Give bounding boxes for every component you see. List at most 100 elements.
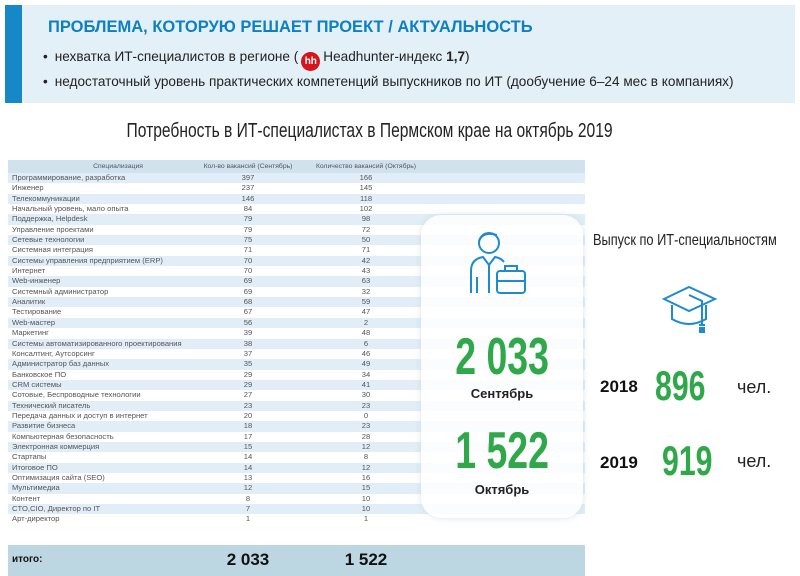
headhunter-index: 1,7: [446, 49, 466, 64]
table-row: Web-инженер 69 63: [8, 276, 585, 287]
cell-october: 15: [361, 483, 371, 493]
cell-october: 28: [361, 431, 371, 441]
table-row: Контент 8 10: [8, 493, 585, 504]
cell-september: 35: [243, 359, 253, 369]
cell-october: 8: [363, 452, 369, 462]
bullet-text: нехватка ИТ-специалистов в регионе (: [54, 49, 299, 64]
bullet-competence: • недостаточный уровень практических комп…: [43, 74, 734, 89]
cell-specialization: Начальный уровень, мало опыта: [12, 204, 129, 214]
section-title: Потребность в ИТ-специалистах в Пермском…: [0, 120, 740, 143]
cell-specialization: Системный администратор: [12, 286, 109, 296]
table-row: CTO,CIO, Директор по IT 7 10: [8, 504, 585, 515]
september-label: Сентябрь: [470, 386, 534, 401]
table-row: Компьютерная безопасность 17 28: [8, 431, 585, 442]
cell-september: 75: [243, 235, 253, 245]
cell-september: 15: [243, 441, 253, 451]
cell-specialization: Контент: [12, 493, 41, 503]
table-row: Системная интеграция 71 71: [8, 245, 585, 256]
cell-october: 166: [359, 173, 373, 182]
bullet-text: недостаточный уровень практических компе…: [54, 74, 734, 89]
table-row: Стартапы 14 8: [8, 452, 585, 463]
cell-september: 8: [245, 493, 251, 503]
cell-october: 47: [361, 307, 371, 317]
table-row: Телекоммуникации 146 118: [8, 193, 585, 205]
september-value: 2 033: [455, 328, 549, 386]
table-total-row: итого: 2 033 1 522: [8, 545, 585, 576]
cell-october: 1: [363, 514, 369, 524]
cell-specialization: Оптимизация сайта (SEO): [12, 472, 105, 482]
cell-october: 49: [361, 359, 371, 369]
cell-october: 63: [361, 276, 371, 286]
cell-september: 79: [243, 224, 253, 234]
cell-specialization: Сетевые технологии: [12, 235, 85, 245]
cell-specialization: Передача данных и доступ в интернет: [12, 410, 148, 420]
cell-specialization: Web-инженер: [12, 276, 61, 286]
october-value: 1 522: [455, 422, 549, 480]
cell-specialization: Банковское ПО: [12, 369, 67, 379]
section-title-text: Потребность в ИТ-специалистах в Пермском…: [126, 120, 614, 142]
vacancies-summary-card: 2 033 Сентябрь 1 522 Октябрь: [421, 215, 583, 518]
table-row: Мультимедиа 12 15: [8, 483, 585, 494]
cell-october: 16: [361, 472, 371, 482]
cell-october: 72: [361, 224, 371, 234]
cell-september: 146: [241, 193, 255, 203]
cell-october: 43: [361, 266, 371, 276]
cell-specialization: Системная интеграция: [12, 245, 93, 255]
cell-specialization: Программирование, разработка: [12, 173, 126, 182]
cell-september: 20: [243, 410, 253, 420]
banner-accent-bar: [5, 5, 22, 103]
cell-september: 14: [243, 462, 253, 472]
cell-october: 23: [361, 421, 371, 431]
cell-september: 68: [243, 297, 253, 307]
cell-specialization: Системы управления предприятием (ERP): [12, 255, 163, 265]
cell-september: 397: [241, 173, 255, 182]
graduates-value: 919: [662, 437, 713, 484]
cell-september: 38: [243, 338, 253, 348]
headhunter-logo: hh: [301, 52, 321, 71]
vacancies-table: Специализация Кол-во вакансий (Сентябрь)…: [8, 160, 585, 525]
cell-specialization: Консалтинг, Аутсорсинг: [12, 348, 95, 358]
cell-october: 50: [361, 235, 371, 245]
cell-september: 37: [243, 348, 253, 358]
cell-specialization: CTO,CIO, Директор по IT: [12, 504, 101, 513]
total-september: 2 033: [226, 550, 270, 569]
table-row: Банковское ПО 29 34: [8, 369, 585, 380]
cell-specialization: Компьютерная безопасность: [12, 431, 114, 441]
cell-specialization: Тестирование: [12, 307, 62, 317]
cell-specialization: Технический писатель: [12, 400, 91, 410]
cell-september: 71: [243, 245, 253, 255]
cell-september: 79: [243, 214, 253, 224]
header-september: Кол-во вакансий (Сентябрь): [203, 163, 293, 170]
table-row: Инженер 237 145: [8, 183, 585, 194]
table-row: Web-мастер 56 2: [8, 317, 585, 329]
cell-september: 67: [243, 307, 253, 317]
cell-specialization: Управление проектами: [12, 224, 94, 234]
cell-october: 102: [359, 204, 373, 214]
cell-october: 6: [363, 338, 369, 348]
cell-october: 32: [361, 286, 371, 296]
cell-specialization: Web-мастер: [12, 317, 56, 327]
table-row: CRM системы 29 41: [8, 379, 585, 391]
table-row: Маркетинг 39 48: [8, 328, 585, 339]
cell-september: 27: [243, 390, 253, 400]
bullet-text: Headhunter-индекс: [323, 49, 447, 64]
cell-specialization: Стартапы: [12, 452, 47, 462]
cell-september: 84: [243, 204, 253, 214]
table-row: Консалтинг, Аутсорсинг 37 46: [8, 348, 585, 360]
table-row: Тестирование 67 47: [8, 307, 585, 318]
cell-september: 70: [243, 266, 253, 276]
table-row: Итоговое ПО 14 12: [8, 462, 585, 473]
cell-specialization: Администратор баз данных: [12, 359, 110, 369]
cell-september: 18: [243, 421, 253, 431]
cell-october: 12: [361, 441, 371, 451]
cell-october: 46: [361, 348, 371, 358]
cell-october: 71: [361, 245, 371, 255]
table-row: Сетевые технологии 75 50: [8, 235, 585, 246]
october-label: Октябрь: [474, 482, 530, 497]
header-specialization: Специализация: [93, 163, 143, 170]
cell-october: 48: [361, 328, 371, 338]
problem-banner: ПРОБЛЕМА, КОТОРУЮ РЕШАЕТ ПРОЕКТ / АКТУАЛ…: [5, 5, 795, 103]
table-row: Управление проектами 79 72: [8, 224, 585, 236]
cell-october: 10: [361, 504, 371, 513]
cell-specialization: Мультимедиа: [12, 483, 60, 493]
